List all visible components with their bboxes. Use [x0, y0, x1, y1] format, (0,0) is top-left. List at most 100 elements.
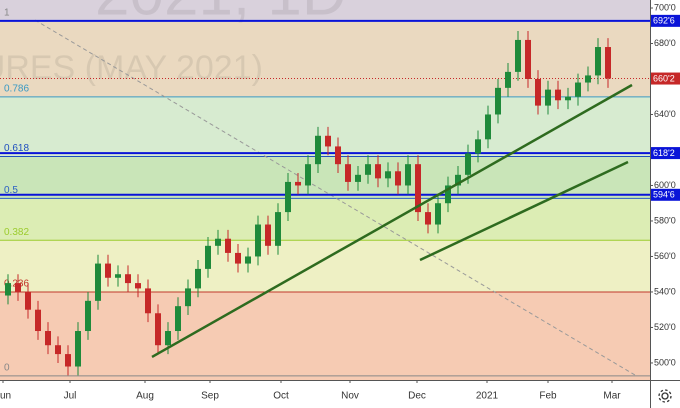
candle-body: [375, 164, 381, 179]
candle-body: [505, 71, 511, 88]
candle-body: [175, 306, 181, 332]
time-axis: [0, 380, 680, 408]
candle-body: [455, 174, 461, 186]
fib-band: [0, 0, 650, 21]
candle-body: [135, 283, 141, 289]
fib-label: 0.786: [4, 83, 29, 94]
candle-body: [465, 153, 471, 175]
candle-body: [65, 354, 71, 367]
candle-body: [5, 283, 11, 296]
candle-body: [325, 135, 331, 147]
x-tick-label: Oct: [273, 391, 289, 402]
x-tick-label: Aug: [136, 391, 154, 402]
x-tick-label: Feb: [539, 391, 557, 402]
watermark: 2021, 1D: [95, 0, 347, 28]
candle-body: [425, 212, 431, 225]
candle-body: [415, 164, 421, 213]
candle-body: [305, 164, 311, 186]
fib-label: 0.618: [4, 143, 29, 154]
plot-area: 2021, 1D TURES (MAY 2021) 1 0.786 0.618 0.5 0.…: [0, 0, 650, 380]
candle-body: [355, 174, 361, 182]
candle-body: [215, 238, 221, 246]
fib-label: 0.5: [4, 185, 18, 196]
candle-body: [45, 331, 51, 346]
trendline: [151, 83, 633, 359]
candle-body: [255, 224, 261, 257]
candle-body: [265, 224, 271, 246]
fib-band: [0, 375, 650, 380]
candle-body: [435, 203, 441, 225]
price-marker-label: 594'6: [653, 190, 675, 200]
candle-body: [575, 82, 581, 97]
price-marker: [651, 14, 680, 27]
candle-body: [165, 331, 171, 346]
candle-body: [545, 89, 551, 106]
x-tick-label: Dec: [408, 391, 426, 402]
x-tick-label: Jul: [64, 391, 77, 402]
price-marker: [651, 147, 680, 160]
fib-band: [0, 96, 650, 157]
price-marker-label: 660'2: [653, 73, 675, 83]
candle-body: [155, 313, 161, 346]
price-marker-label: 618'2: [653, 148, 675, 158]
y-tick-label: 560'0: [654, 251, 676, 261]
fib-label: 0: [4, 362, 10, 373]
y-tick-label: 680'0: [654, 38, 676, 48]
candle-body: [485, 114, 491, 140]
price-marker-label: 692'6: [653, 16, 675, 26]
candle-body: [105, 263, 111, 278]
candle-body: [475, 139, 481, 154]
candle-body: [525, 39, 531, 79]
price-marker: [651, 72, 680, 85]
candle-body: [35, 309, 41, 332]
candle-body: [55, 345, 61, 355]
candle-body: [445, 185, 451, 204]
candle-body: [15, 283, 21, 292]
candle-body: [345, 164, 351, 182]
candle-body: [335, 146, 341, 165]
y-tick-label: 540'0: [654, 286, 676, 296]
y-tick-label: 600'0: [654, 180, 676, 190]
settings-icon[interactable]: [658, 389, 672, 403]
y-tick-label: 520'0: [654, 322, 676, 332]
price-axis: [650, 0, 680, 408]
candle-body: [125, 274, 131, 284]
watermark: TURES (MAY 2021): [0, 49, 263, 87]
price-marker: [651, 188, 680, 201]
candle-body: [225, 238, 231, 253]
candle-body: [385, 171, 391, 179]
candle-body: [205, 245, 211, 269]
fib-label: 0.382: [4, 227, 29, 238]
x-tick-label: Jun: [0, 391, 11, 402]
candle-body: [285, 181, 291, 213]
candle-body: [115, 274, 121, 278]
y-tick-label: 640'0: [654, 109, 676, 119]
candle-body: [195, 268, 201, 289]
candle-body: [295, 181, 301, 186]
candle-body: [605, 47, 611, 79]
candle-body: [395, 171, 401, 186]
candle-body: [85, 300, 91, 332]
candle-body: [595, 47, 601, 76]
trendline: [419, 160, 629, 262]
candle-body: [585, 75, 591, 83]
candle-body: [145, 288, 151, 314]
candle-body: [405, 164, 411, 186]
y-tick-label: 700'0: [654, 2, 676, 12]
candle-body: [185, 288, 191, 307]
fib-band: [0, 292, 650, 376]
candle-body: [275, 212, 281, 246]
candle-body: [555, 89, 561, 101]
x-tick-label: Nov: [341, 391, 359, 402]
candle-body: [245, 256, 251, 264]
candle-body: [535, 78, 541, 106]
fib-label: 1: [4, 7, 10, 18]
candle-body: [315, 135, 321, 165]
candle-body: [515, 39, 521, 72]
x-tick-label: Mar: [603, 391, 621, 402]
candle-body: [365, 164, 371, 175]
x-tick-label: 2021: [476, 391, 499, 402]
candle-body: [75, 331, 81, 367]
